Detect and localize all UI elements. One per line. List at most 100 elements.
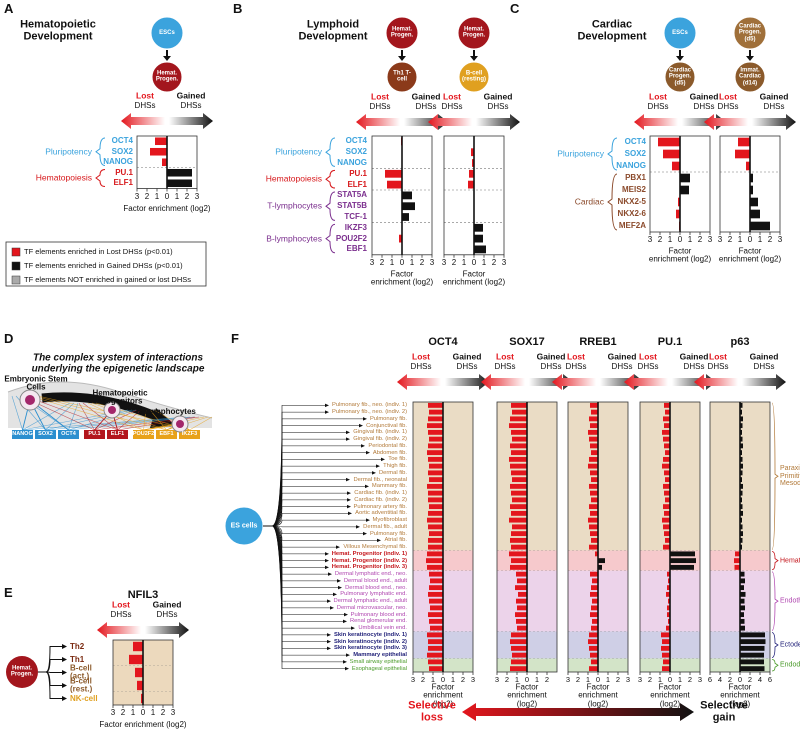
legend-label: TF elements enriched in Lost DHSs (p<0.0… bbox=[24, 247, 173, 257]
cell-node-label: Cardiac Progen. (d5) bbox=[738, 23, 762, 43]
x-tick-label: 1 bbox=[605, 675, 611, 685]
gained-label: Gained bbox=[679, 351, 709, 362]
gained-arrow bbox=[742, 374, 786, 390]
gained-unit: DHSs bbox=[540, 361, 562, 371]
cell-node-label: ES cells bbox=[230, 522, 258, 530]
bar bbox=[663, 483, 670, 489]
bar bbox=[129, 654, 143, 665]
bar bbox=[664, 402, 670, 408]
bar bbox=[512, 497, 527, 503]
bar bbox=[402, 202, 415, 211]
tree-arrow-head bbox=[346, 437, 350, 441]
selective-arrow bbox=[462, 703, 694, 721]
bar bbox=[667, 571, 670, 577]
lost-label: Lost bbox=[639, 351, 657, 362]
bar bbox=[589, 524, 598, 530]
lost-arrow bbox=[356, 114, 400, 130]
x-tick-label: 3 bbox=[194, 191, 200, 201]
bar bbox=[667, 612, 670, 618]
bar bbox=[517, 605, 527, 611]
bar bbox=[591, 409, 598, 415]
x-tick-label: 3 bbox=[441, 257, 447, 267]
group-label: Endothelia bbox=[780, 597, 800, 605]
tree-arrow-head bbox=[346, 653, 350, 657]
x-axis-title: Factor enrichment (log2) bbox=[718, 246, 782, 264]
gained-arrow bbox=[145, 622, 189, 638]
bar bbox=[429, 436, 443, 442]
bar bbox=[740, 477, 742, 483]
bar bbox=[155, 137, 167, 146]
row-label: PU.1 bbox=[115, 167, 133, 177]
row-label: Pulmonary fib. bbox=[369, 415, 407, 422]
x-axis-title: Factor enrichment (log2) bbox=[578, 682, 618, 709]
interaction-line bbox=[11, 395, 23, 431]
tree-arrow-head bbox=[347, 491, 351, 495]
bar bbox=[511, 510, 527, 516]
bar bbox=[678, 197, 680, 207]
x-tick-label: 1 bbox=[657, 675, 663, 685]
x-tick-label: 0 bbox=[595, 675, 601, 685]
cell-node-label: Hemat. Progen. bbox=[10, 665, 34, 678]
row-label: Pulmonary fib., neo. (indiv. 1) bbox=[332, 402, 407, 409]
cell-node-label: ESCs bbox=[159, 29, 175, 36]
bar bbox=[427, 483, 443, 489]
tf-label: PU.1 bbox=[88, 430, 101, 437]
bar bbox=[735, 149, 750, 159]
bar bbox=[428, 645, 443, 651]
bar bbox=[664, 510, 670, 516]
gained-arrow bbox=[445, 374, 489, 390]
row-label: Dermal fib., adult bbox=[363, 523, 407, 530]
bar bbox=[668, 598, 670, 604]
row-label: Villous Mesenchymal fib. bbox=[343, 544, 407, 551]
bar bbox=[740, 571, 745, 577]
row-label: Th2 bbox=[70, 641, 85, 651]
row-label: NKX2-5 bbox=[617, 196, 646, 206]
row-label: Skin keratinocyte (indiv. 1) bbox=[333, 631, 407, 638]
row-label: PU.1 bbox=[349, 168, 367, 178]
bar bbox=[740, 605, 745, 611]
bar bbox=[740, 423, 743, 429]
bar bbox=[663, 416, 670, 422]
row-label: Renal glomerular end. bbox=[349, 618, 407, 625]
bar bbox=[680, 173, 690, 183]
bar bbox=[427, 632, 443, 638]
bar bbox=[591, 605, 598, 611]
lost-unit: DHSs bbox=[647, 101, 669, 111]
bar bbox=[474, 245, 486, 254]
row-label: Pulmonary fib., neo. (indiv. 2) bbox=[332, 409, 407, 416]
cell-node-label: Hemat. Progen. bbox=[462, 26, 486, 39]
bar bbox=[429, 666, 443, 672]
tree-arrow-head bbox=[62, 644, 67, 649]
bar bbox=[429, 531, 443, 537]
x-tick-label: 1 bbox=[687, 234, 693, 244]
bar bbox=[662, 429, 670, 435]
interaction-line bbox=[94, 409, 138, 431]
bar bbox=[663, 436, 670, 442]
tf-box bbox=[12, 430, 33, 439]
bar bbox=[428, 524, 443, 530]
x-tick-label: 1 bbox=[667, 234, 673, 244]
x-tick-label: 3 bbox=[697, 675, 703, 685]
interaction-line bbox=[189, 416, 213, 431]
tree-branch bbox=[271, 525, 346, 669]
tree-arrow-head bbox=[325, 403, 329, 408]
tree-branch bbox=[271, 519, 367, 527]
bar bbox=[746, 161, 750, 171]
bar bbox=[661, 632, 670, 638]
x-tick-label: 2 bbox=[491, 257, 497, 267]
lost-unit: DHSs bbox=[369, 101, 391, 111]
interaction-line bbox=[29, 395, 144, 431]
bar bbox=[590, 510, 598, 516]
panel-title: The complex system of interactions under… bbox=[31, 352, 205, 374]
tree-arrow-head bbox=[62, 696, 67, 701]
bar bbox=[740, 416, 743, 422]
interaction-line bbox=[117, 409, 142, 431]
bar bbox=[740, 463, 743, 469]
tree-arrow-head bbox=[347, 498, 351, 502]
bar bbox=[510, 564, 527, 570]
group-label: T-lymphocytes bbox=[267, 200, 322, 211]
row-label: Myofibroblast bbox=[372, 517, 407, 524]
x-tick-label: 1 bbox=[677, 675, 683, 685]
row-label: Dermal blood end., adult bbox=[343, 577, 407, 584]
